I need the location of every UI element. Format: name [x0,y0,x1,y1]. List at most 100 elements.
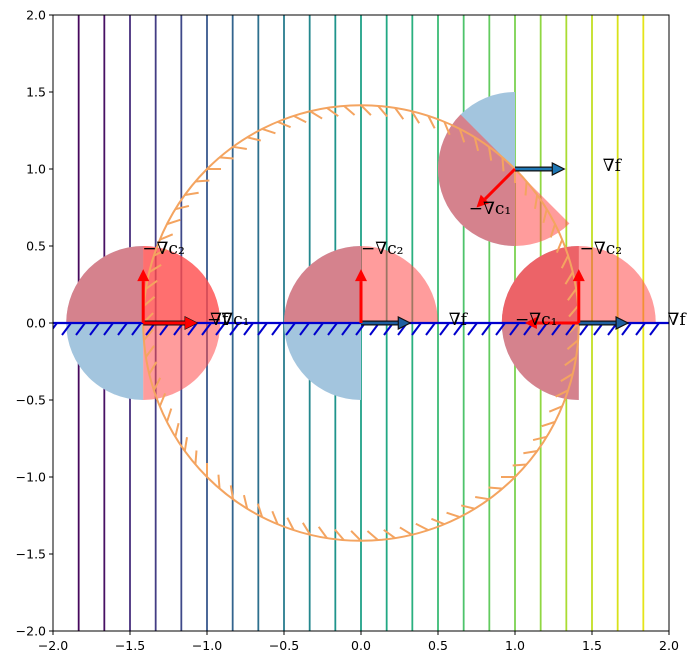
constraint-tick [415,522,429,532]
constraint-tick [534,194,539,209]
constraint-tick [649,322,660,336]
constraint-tick [635,322,646,336]
constraint-tick [61,322,72,336]
axis-ticks: −2.0 −1.5 −1.0 −0.5 0.0 0.5 1.0 1.5 2.0 −2.0 −1.5 −… [16,8,679,654]
y-tick-label: −0.5 [16,393,46,408]
constraint-tick [166,218,181,226]
constraint-tick [313,322,324,336]
constraint-tick [565,322,576,336]
constraint-tick [532,435,547,442]
y-tick-label: −1.5 [16,547,46,562]
gradient-label: −∇c₂ [361,239,403,259]
constraint-tick [256,503,264,518]
gradient-label: −∇c₁ [515,310,557,330]
constraint-tick [439,322,450,336]
constraint-tick [257,322,268,336]
constraint-tick [467,322,478,336]
constraint-tick [458,128,466,143]
constraint-tick [446,511,461,519]
constraint-tick [217,474,221,489]
gradient-label: −∇c₂ [142,239,184,259]
constraint-tick [399,526,413,536]
constraint-tick [229,485,234,500]
gradient-label: ∇f [603,156,623,176]
constraint-tick [243,322,254,336]
constraint-tick [53,322,58,330]
gradient-arrows [137,162,630,330]
constraint-tick [410,110,421,124]
constraint-tick [201,322,212,336]
constraint-tick [555,389,569,398]
constraint-tick [560,255,570,269]
constraint-tick [431,517,445,526]
constraint-tick [411,322,422,336]
constraint-tick [131,322,142,336]
gradient-label: −∇c₁ [469,199,511,219]
grad-f-arrow-head [551,162,566,176]
gradient-label: ∇f [449,310,469,330]
constraint-tick [148,263,162,274]
constraint-tick [621,322,632,336]
constraint-tick [542,208,548,224]
constraint-tick [555,239,564,253]
constraint-tick [551,322,562,336]
constraint-tick [343,105,356,116]
x-tick-label: 0.0 [351,638,371,653]
constraint-tick [341,322,352,336]
constraint-tick [541,420,556,428]
gradient-labels: ∇f−∇c₁−∇c₂∇f−∇c₂∇f−∇c₁−∇c₂∇f−∇c₁ [142,156,687,330]
plot-area [53,15,669,631]
constraint-tick [301,522,312,536]
constraint-tick [453,322,464,336]
constraint-tick [103,322,114,336]
x-tick-label: −1.5 [115,638,145,653]
gradient-label: ∇f [667,310,687,330]
y-tick-label: 0.5 [26,239,46,254]
constraint-tick [383,529,396,539]
constraint-tick [174,422,180,438]
constraint-tick [145,345,155,358]
constraint-tick [567,288,577,301]
constraint-tick [152,377,162,391]
constraint-tick [183,437,188,452]
y-tick-label: 2.0 [26,8,46,23]
constraint-tick [501,157,505,172]
constraint-tick [512,463,527,467]
constraint-tick [481,322,492,336]
y-tick-label: 1.5 [26,85,46,100]
constraint-tick [286,517,295,531]
constraint-tick [277,120,291,129]
gradient-label: −∇c₂ [580,239,622,259]
constraint-tick [232,145,247,150]
constraint-tick [488,146,493,161]
constraint-tick [143,328,154,341]
x-tick-label: 1.0 [505,638,525,653]
constraint-tick [184,191,199,196]
constraint-tick [334,528,345,541]
constraint-tick [143,296,156,307]
constraint-tick [564,356,577,367]
constraint-tick [564,271,574,285]
neg-grad-c-arrow-head [355,269,367,282]
constraint-tick [219,156,234,160]
constraint-tick [229,322,240,336]
x-tick-label: 0.5 [428,638,448,653]
gradient-label: −∇c₁ [207,310,249,330]
grad-f-arrow-head [615,316,630,330]
grad-f-arrow-head [397,316,412,330]
constraint-tick [117,322,128,336]
constraint-tick [215,322,226,336]
constraint-tick [523,450,538,455]
constraint-tick [366,530,379,541]
constraint-tick [271,322,282,336]
constraint-tick [75,322,86,336]
constraint-tick [509,322,520,336]
x-tick-label: −2.0 [38,638,68,653]
y-tick-label: −1.0 [16,470,46,485]
constraint-tick [293,114,307,124]
x-tick-label: −0.5 [269,638,299,653]
neg-grad-c-arrow-head [137,269,150,282]
constraint-tick [175,204,190,211]
constraint-tick [187,322,198,336]
